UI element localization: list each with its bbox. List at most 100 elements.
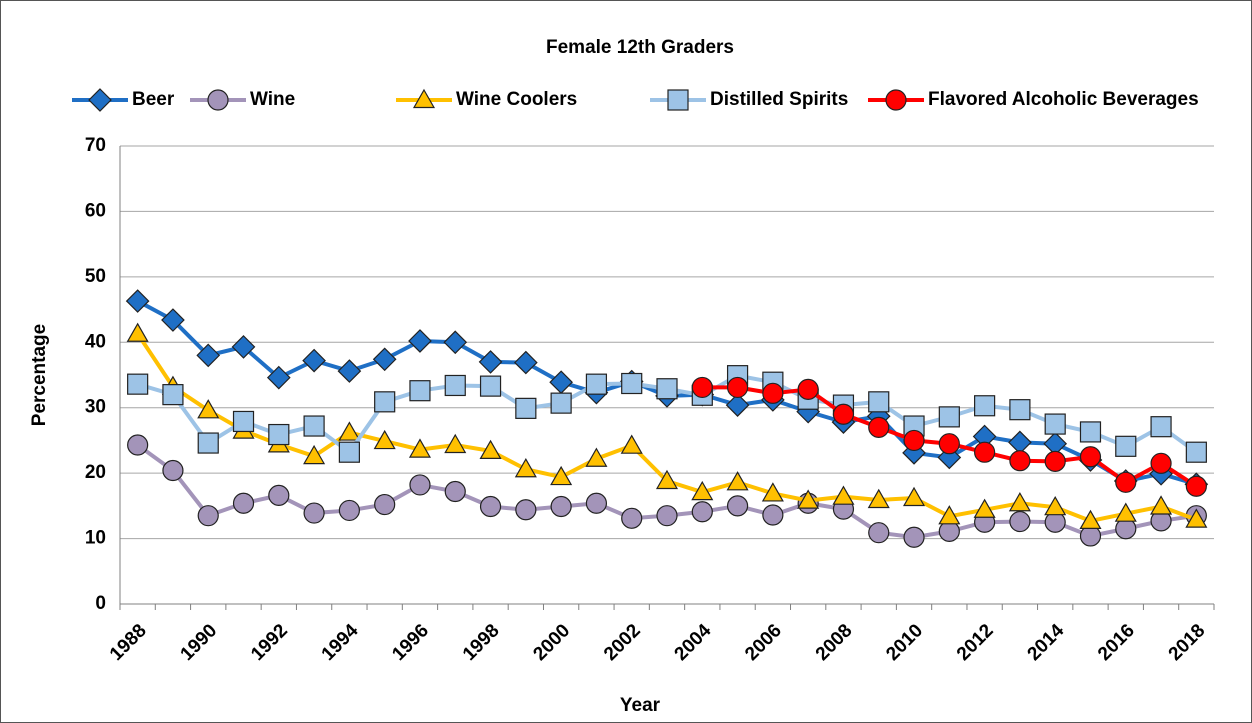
marker (938, 505, 961, 525)
marker (479, 375, 502, 397)
marker (408, 329, 432, 353)
marker (973, 498, 996, 518)
marker (197, 399, 220, 419)
marker (1079, 509, 1102, 530)
marker (1008, 492, 1031, 512)
marker (232, 492, 255, 514)
marker (550, 465, 573, 486)
marker (903, 429, 925, 452)
marker (903, 526, 925, 548)
marker (938, 406, 960, 428)
marker (207, 89, 229, 111)
legend-label: Beer (132, 89, 175, 110)
marker (478, 350, 503, 374)
marker (868, 391, 890, 413)
marker (691, 376, 713, 399)
legend-label: Wine Coolers (456, 89, 577, 110)
marker (1044, 413, 1066, 435)
marker (338, 421, 361, 441)
marker (1114, 502, 1137, 522)
marker (726, 495, 749, 517)
y-tick-label: 10 (85, 528, 106, 549)
marker (1115, 471, 1137, 493)
marker (372, 347, 397, 372)
marker (479, 495, 502, 518)
marker (691, 501, 713, 523)
marker (232, 410, 255, 433)
y-tick-label: 70 (85, 135, 106, 156)
marker (655, 469, 679, 490)
marker (656, 505, 678, 527)
marker (197, 432, 219, 454)
marker (726, 376, 749, 399)
marker (620, 434, 643, 454)
marker (338, 499, 360, 522)
marker (303, 502, 325, 524)
marker (797, 378, 819, 400)
marker (1079, 421, 1102, 443)
marker (867, 488, 890, 509)
marker (303, 415, 325, 437)
marker (726, 471, 749, 491)
marker (268, 484, 290, 506)
marker (161, 308, 185, 332)
marker (1150, 416, 1172, 438)
marker (621, 372, 643, 395)
marker (1044, 495, 1067, 516)
marker (444, 374, 466, 397)
marker (338, 441, 360, 463)
marker (832, 485, 855, 505)
marker (268, 423, 290, 446)
marker (1185, 475, 1207, 497)
marker (1185, 441, 1207, 463)
marker (443, 330, 468, 355)
marker (515, 397, 537, 419)
marker (408, 438, 432, 458)
series (126, 322, 1208, 530)
marker (868, 522, 890, 544)
marker (550, 495, 572, 518)
marker (513, 350, 538, 375)
marker (337, 359, 362, 383)
marker (127, 373, 149, 395)
series (691, 376, 1207, 497)
marker (868, 416, 890, 438)
marker (1009, 510, 1031, 533)
marker (974, 395, 996, 417)
marker (585, 447, 608, 467)
y-tick-label: 60 (85, 200, 106, 221)
marker (691, 480, 714, 501)
marker (762, 382, 784, 404)
marker (621, 507, 643, 529)
marker (125, 289, 150, 313)
marker (885, 89, 907, 111)
y-tick-label: 50 (85, 266, 106, 287)
marker (126, 322, 149, 342)
marker (162, 384, 184, 406)
marker (656, 378, 678, 400)
chart-title: Female 12th Graders (546, 37, 734, 58)
marker (412, 88, 436, 109)
marker (585, 492, 608, 514)
marker (761, 482, 784, 502)
marker (444, 433, 467, 454)
marker (514, 458, 537, 478)
marker (1009, 399, 1031, 421)
marker (725, 393, 750, 417)
marker (1150, 452, 1172, 474)
marker (1044, 450, 1066, 472)
legend-label: Flavored Alcoholic Beverages (928, 89, 1199, 110)
marker (974, 441, 996, 463)
marker (88, 88, 112, 112)
legend-label: Wine (250, 89, 295, 110)
marker (1079, 446, 1102, 468)
marker (409, 474, 431, 496)
marker (515, 499, 537, 521)
marker (127, 434, 149, 456)
marker (302, 348, 326, 373)
legend-label: Distilled Spirits (710, 89, 848, 110)
series (127, 365, 1207, 463)
marker (374, 493, 396, 516)
marker (266, 365, 291, 390)
marker (832, 403, 855, 425)
